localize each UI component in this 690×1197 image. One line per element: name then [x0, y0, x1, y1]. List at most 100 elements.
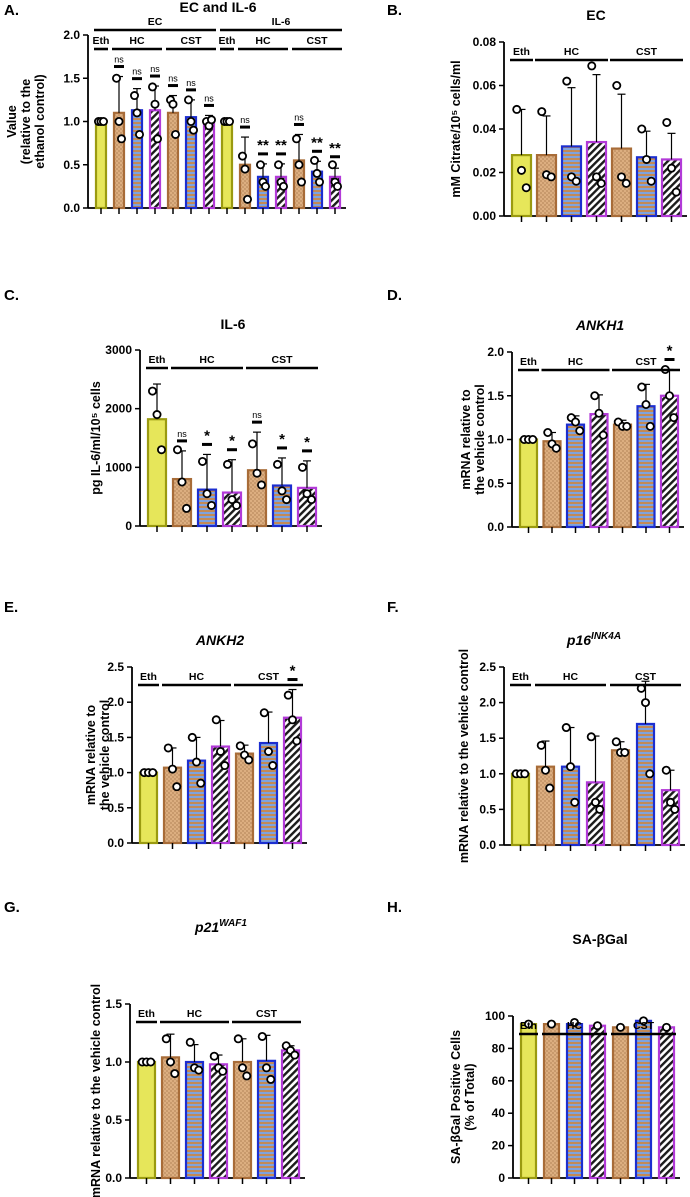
group-label: HC: [199, 354, 215, 366]
y-axis-label: mM Citrate/10⁵ cells/ml: [449, 60, 463, 197]
data-point: [242, 194, 252, 204]
data-point: [641, 698, 651, 708]
data-point: [273, 160, 283, 170]
y-tick-label: 0.5: [63, 158, 80, 172]
group-label: HC: [564, 46, 580, 58]
y-tick-label: 40: [492, 1106, 506, 1120]
bar-hc-2: [184, 1060, 205, 1180]
bar-hc-1: [112, 111, 126, 210]
data-point: [612, 81, 622, 91]
bar-cst-3: [280, 1049, 301, 1180]
panel-title-main: EC and IL-6: [179, 0, 256, 15]
y-tick-label: 0.5: [479, 802, 496, 816]
y-tick-label: 100: [485, 1009, 505, 1023]
panel-title: IL-6: [221, 316, 246, 332]
data-point: [292, 736, 302, 746]
data-point: [218, 1066, 228, 1076]
data-point: [570, 797, 580, 807]
data-point: [152, 410, 162, 420]
data-point: [590, 391, 600, 401]
y-tick-label: 0: [125, 519, 132, 533]
bar-hc-2: [565, 423, 586, 529]
data-point: [227, 495, 237, 505]
data-point: [620, 747, 630, 757]
y-tick-label: 0.04: [473, 122, 497, 136]
panel-title: p16INK4A: [566, 631, 621, 648]
data-point: [147, 386, 157, 396]
data-point: [156, 445, 166, 455]
data-point: [247, 439, 257, 449]
data-point: [571, 176, 581, 186]
data-point: [297, 462, 307, 472]
significance-label: **: [329, 140, 341, 157]
group-label: CST: [636, 356, 658, 368]
significance-label: **: [275, 137, 287, 154]
data-point: [132, 108, 142, 118]
significance-label: ns: [177, 429, 187, 439]
data-point: [202, 489, 212, 499]
data-point: [662, 1022, 672, 1032]
data-point: [637, 124, 647, 134]
data-point: [209, 1051, 219, 1061]
data-point: [148, 768, 158, 778]
bar-cst-1: [234, 752, 255, 845]
group-label: HC: [129, 35, 145, 47]
bar-hc-1: [542, 440, 562, 529]
panel-letter: C.: [4, 287, 19, 304]
group-label: Eth: [520, 1020, 537, 1032]
y-tick-label: 0.0: [63, 201, 80, 215]
bar-cst-2: [635, 156, 658, 218]
data-point: [183, 95, 193, 105]
y-tick-label: 0.00: [473, 209, 497, 223]
data-point: [172, 445, 182, 455]
data-point: [665, 391, 675, 401]
data-point: [666, 797, 676, 807]
data-point: [551, 443, 561, 453]
data-point: [546, 172, 556, 182]
data-point: [294, 160, 304, 170]
data-point: [129, 91, 139, 101]
data-point: [332, 181, 342, 191]
data-point: [646, 176, 656, 186]
y-tick-label: 2.0: [63, 28, 80, 42]
data-point: [186, 117, 196, 127]
data-point: [290, 1050, 300, 1060]
data-point: [617, 172, 627, 182]
group-label: CST: [258, 671, 280, 683]
data-point: [645, 421, 655, 431]
data-point: [621, 178, 631, 188]
data-point: [256, 480, 266, 490]
data-point: [231, 500, 241, 510]
y-tick-label: 1.0: [487, 433, 504, 447]
y-tick-label: 2.0: [479, 696, 496, 710]
data-point: [134, 129, 144, 139]
data-point: [261, 1063, 271, 1073]
group-label: Eth: [149, 354, 166, 366]
bar-cst-2: [258, 741, 279, 845]
bar-cst-1: [166, 111, 180, 210]
data-point: [296, 177, 306, 187]
bar-hc-1: [535, 765, 556, 847]
panel-title: SA-βGal: [572, 931, 627, 947]
data-point: [161, 1034, 171, 1044]
data-point: [306, 495, 316, 505]
group-label: CST: [256, 1008, 278, 1020]
bar-hc-3: [585, 781, 606, 847]
data-point: [233, 1034, 243, 1044]
data-point: [287, 715, 297, 725]
significance-label: ns: [168, 74, 178, 84]
panel-title: p21WAF1: [194, 918, 247, 935]
data-point: [206, 115, 216, 125]
data-point: [595, 804, 605, 814]
bar-hc-2: [565, 1022, 584, 1180]
bar-hc-2: [186, 759, 207, 845]
group-label: HC: [255, 35, 271, 47]
data-point: [277, 486, 287, 496]
y-tick-label: 1.0: [479, 767, 496, 781]
panel-a: A. EC and IL-6 Value (relative to the ethano…: [4, 0, 346, 215]
data-point: [669, 413, 679, 423]
panel-letter: E.: [4, 599, 18, 616]
bar-hc-2: [130, 109, 144, 210]
data-point: [670, 804, 680, 814]
y-axis-label: SA-βGal Positive Cells: [449, 1030, 463, 1164]
